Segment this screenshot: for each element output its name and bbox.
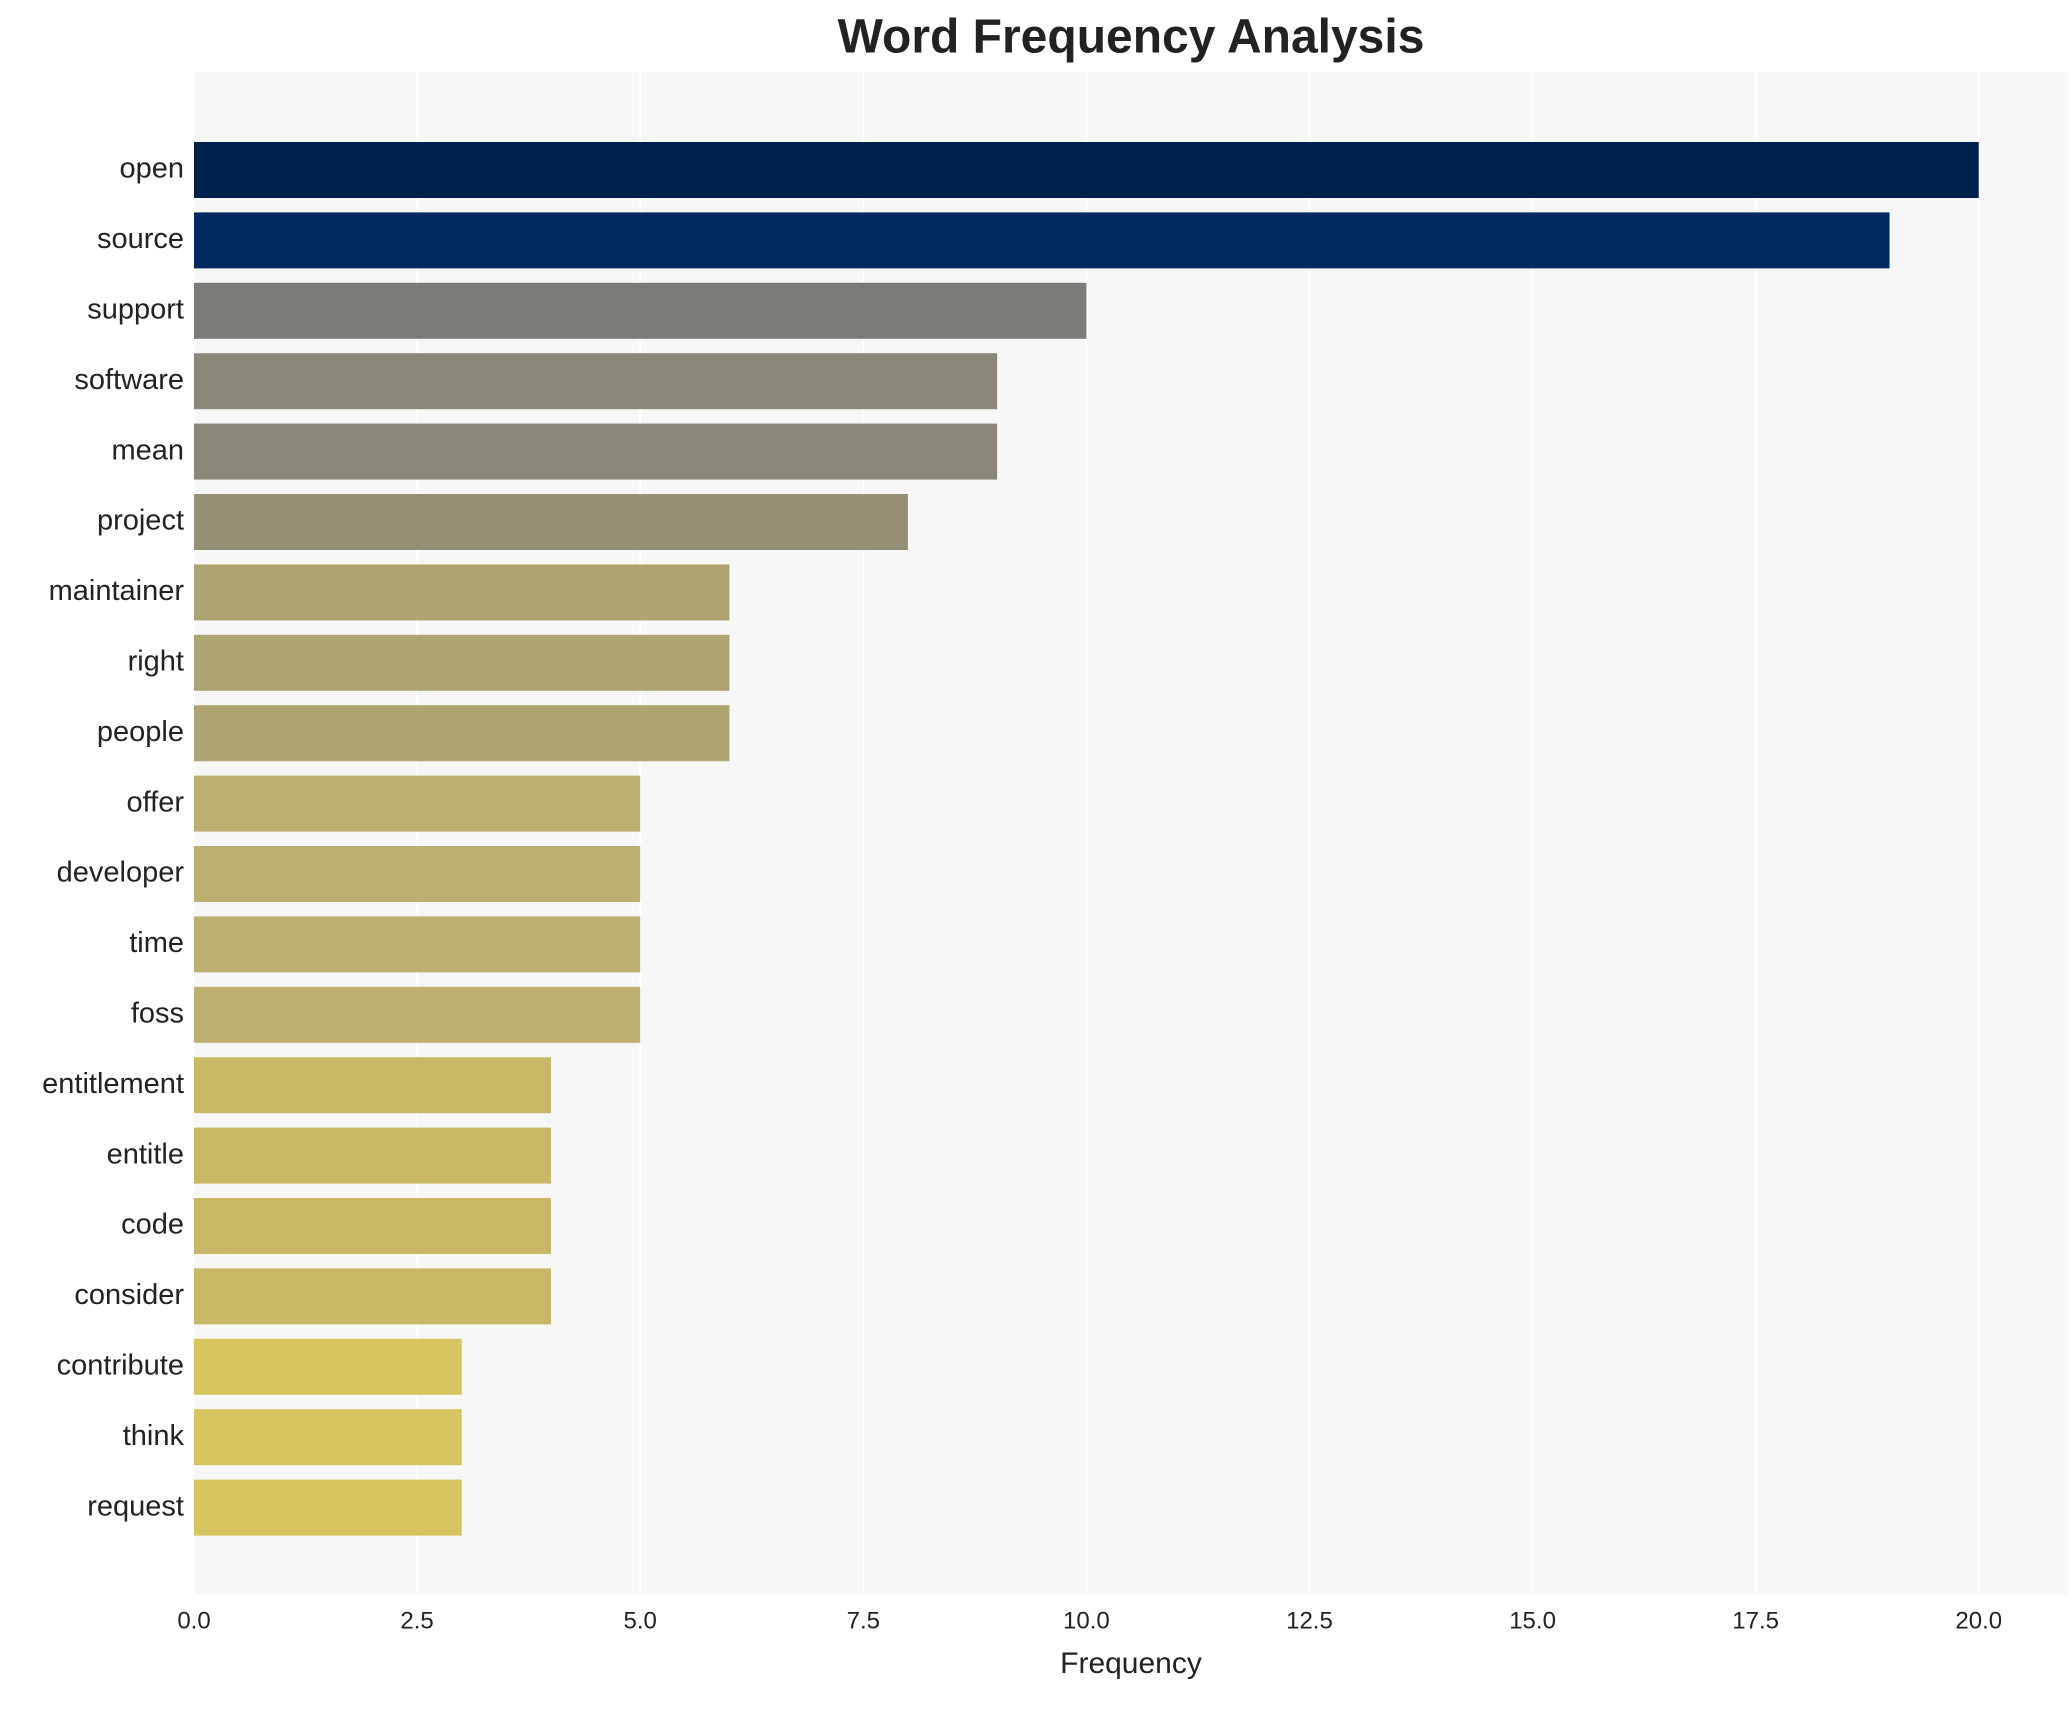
bar [194,986,641,1043]
y-tick-label: foss [131,997,184,1029]
bar [194,1127,551,1184]
x-tick-label: 0.0 [177,1607,210,1634]
bar [194,846,641,902]
bar [194,142,1979,198]
x-tick-label: 15.0 [1509,1607,1556,1634]
y-tick-label: entitle [107,1138,184,1170]
y-tick-label: people [97,716,184,748]
chart-title: Word Frequency Analysis [838,11,1425,64]
bar [194,1479,462,1536]
bar [194,1057,551,1114]
y-tick-label: contribute [57,1349,184,1381]
bar [194,775,641,832]
bar [194,282,1087,339]
y-tick-label: offer [126,786,184,818]
x-tick-label: 12.5 [1286,1607,1333,1634]
y-tick-label: software [74,364,184,396]
x-tick-label: 5.0 [624,1607,657,1634]
y-tick-label: maintainer [49,575,185,607]
y-tick-label: entitlement [42,1068,184,1100]
bar [194,705,730,762]
bar [194,353,998,410]
bar [194,212,1890,269]
x-axis-label: Frequency [1060,1647,1202,1680]
y-tick-label: support [87,293,184,325]
x-tick-label: 20.0 [1955,1607,2002,1634]
x-tick-label: 10.0 [1063,1607,1110,1634]
y-tick-label: consider [74,1279,184,1311]
bar [194,564,730,621]
bar [194,634,730,691]
bar [194,1198,551,1254]
bar [194,1338,462,1395]
x-tick-label: 7.5 [847,1607,880,1634]
bar [194,423,998,480]
y-tick-label: code [121,1209,184,1241]
bar [194,1409,462,1466]
y-tick-label: developer [57,857,185,889]
x-tick-label: 17.5 [1732,1607,1779,1634]
y-tick-label: open [119,153,184,185]
y-tick-label: think [123,1420,185,1452]
x-tick-label: 2.5 [400,1607,433,1634]
bar [194,916,641,973]
y-tick-label: source [97,223,184,255]
y-tick-label: time [129,927,184,959]
y-tick-label: right [128,645,184,677]
bar [194,1268,551,1325]
y-tick-label: mean [111,434,184,466]
y-tick-label: project [97,505,184,537]
y-tick-label: request [87,1490,184,1522]
bar [194,494,908,550]
